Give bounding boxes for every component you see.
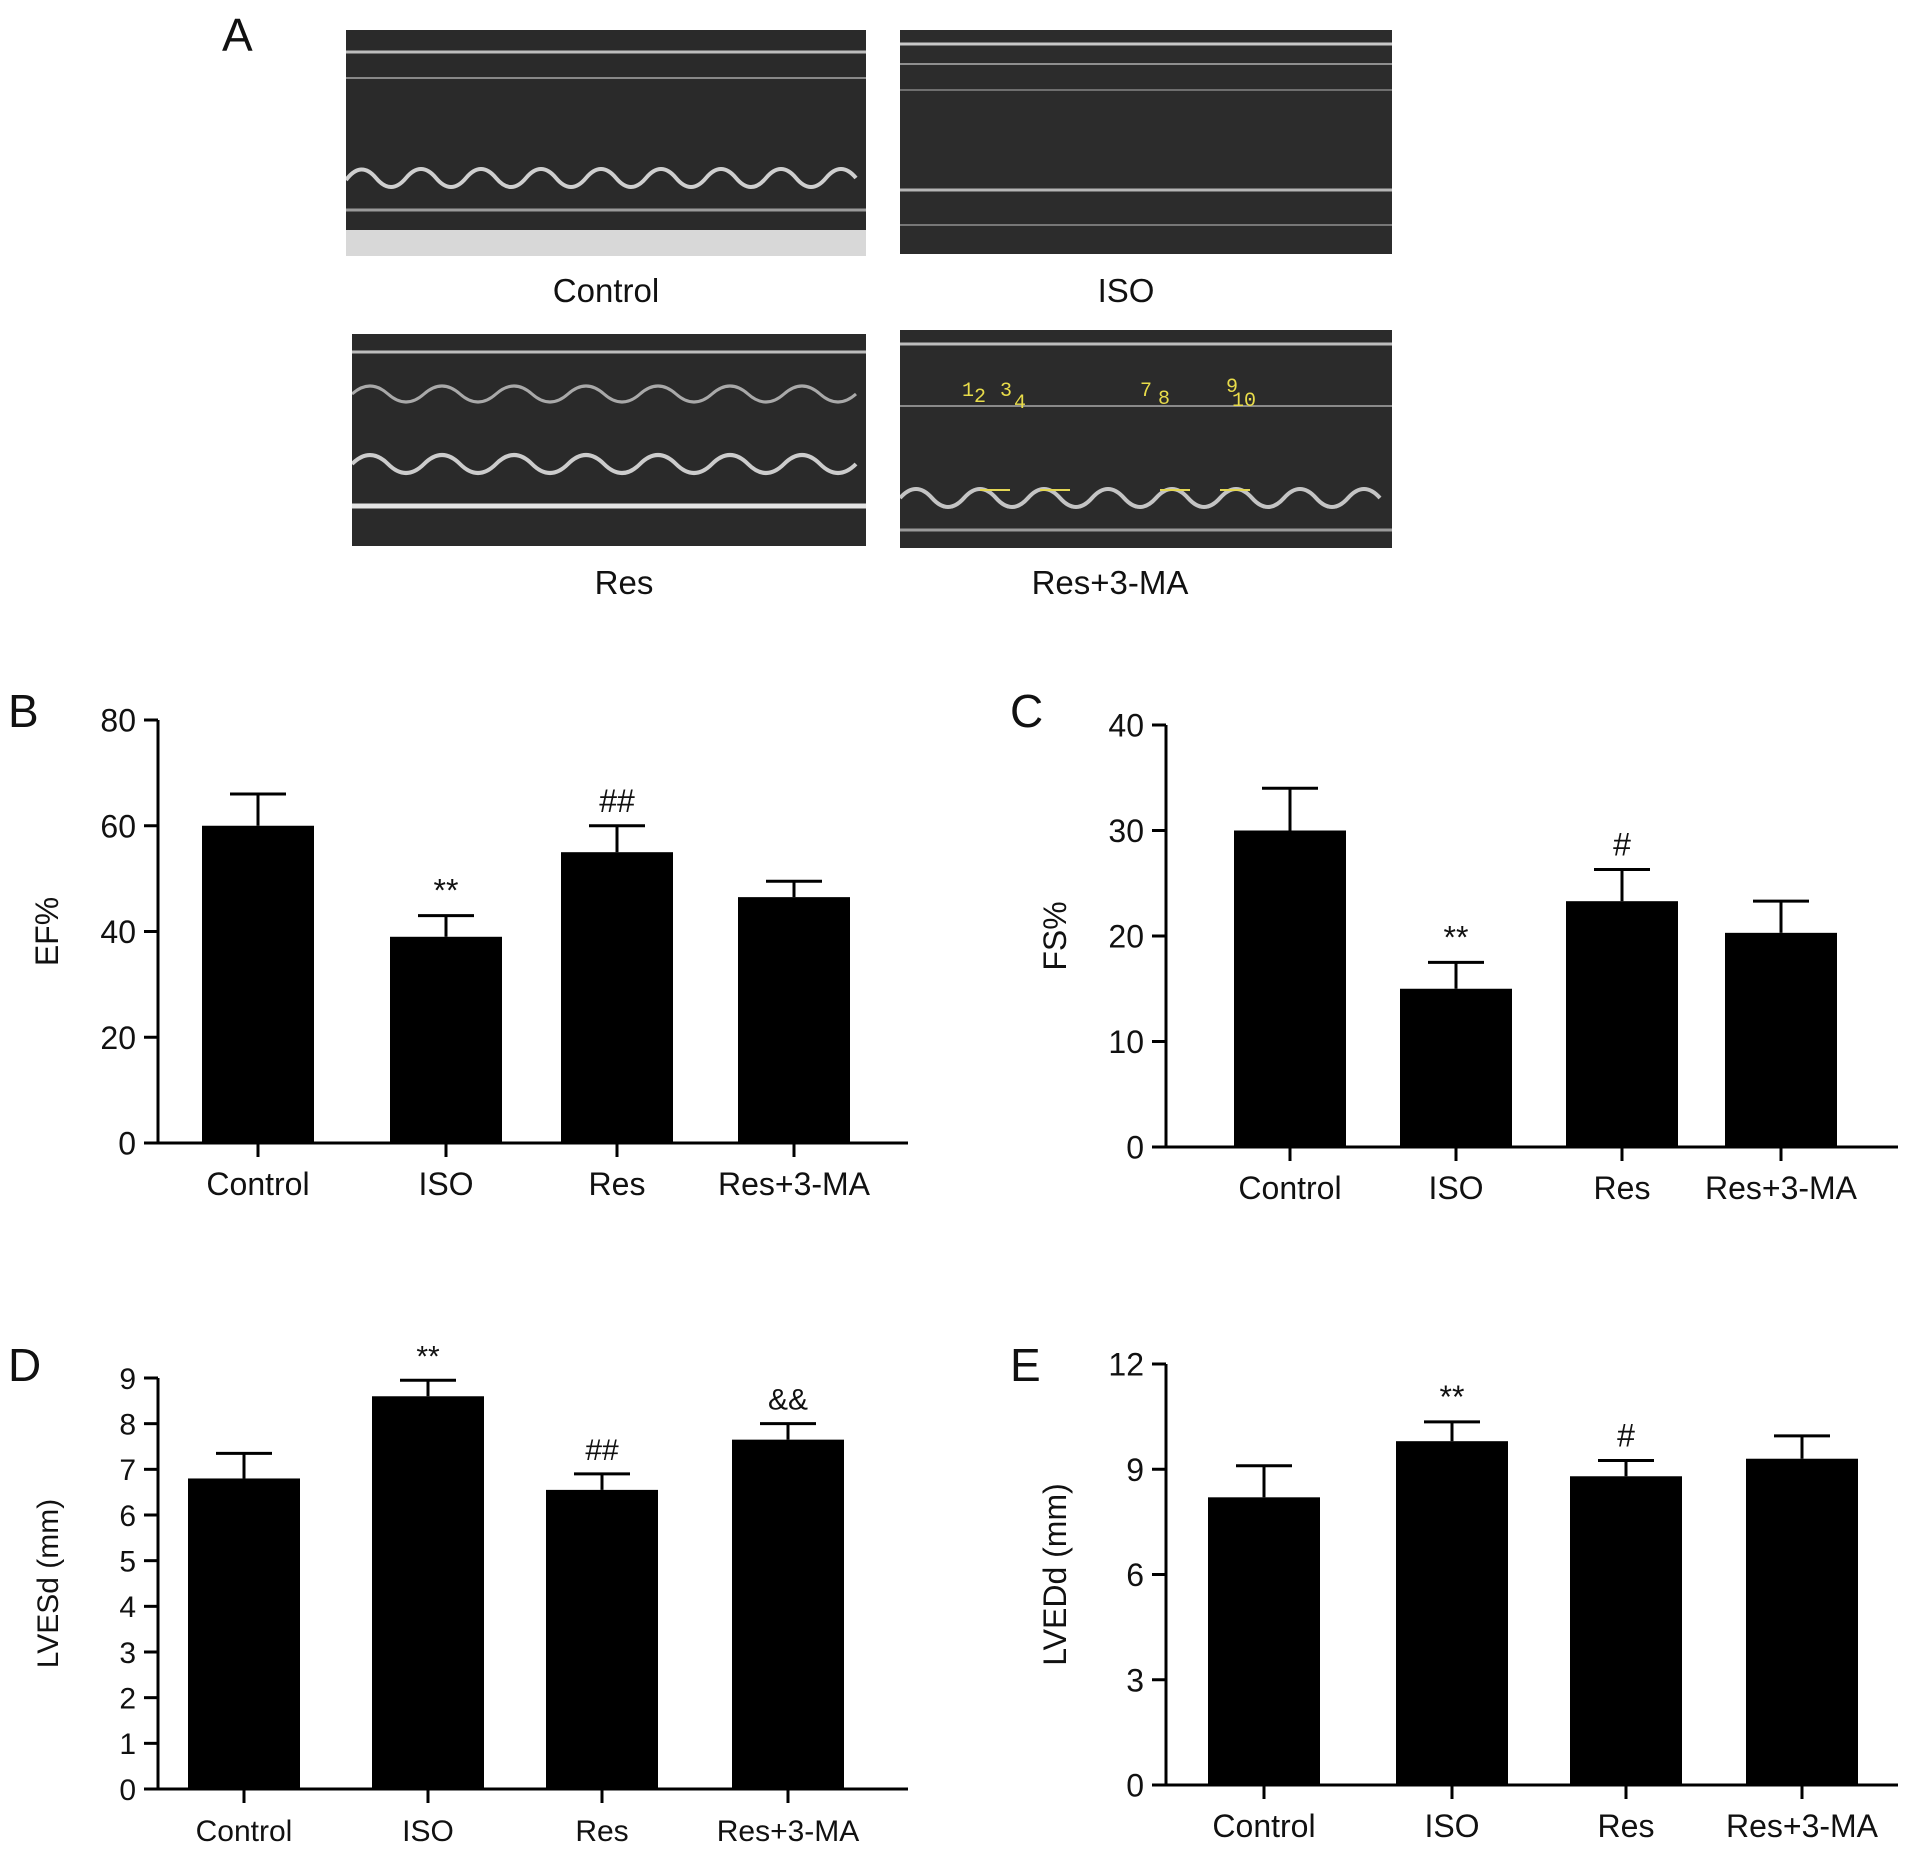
echo-trace-iso: [900, 30, 1392, 254]
fs-y-tick-label: 20: [1108, 919, 1144, 955]
echo-trace-control: [346, 30, 866, 256]
lvesd-y-tick-label: 1: [119, 1728, 136, 1761]
fs-x-tick-label: Control: [1238, 1170, 1341, 1206]
lvedd-y-tick-label: 0: [1126, 1768, 1144, 1804]
fs-y-tick-label: 30: [1108, 813, 1144, 849]
ef-x-tick-label: Res: [589, 1166, 646, 1202]
lvesd-bar: [732, 1439, 844, 1789]
ef-x-tick-label: ISO: [418, 1166, 473, 1202]
ef-y-tick-label: 60: [100, 808, 136, 844]
echo-image-control: [346, 30, 866, 256]
lvedd-bar: [1746, 1458, 1858, 1785]
echo-image-res: [352, 334, 866, 546]
lvesd-y-tick-label: 6: [119, 1500, 136, 1533]
overlay-mark: 1: [962, 380, 974, 403]
lvedd-bar: [1396, 1441, 1508, 1785]
fs-y-tick-label: 10: [1108, 1024, 1144, 1060]
lvedd-significance-label: #: [1617, 1417, 1635, 1453]
lvesd-y-tick-label: 4: [119, 1591, 136, 1624]
fs-x-tick-label: Res: [1594, 1170, 1651, 1206]
lvesd-y-axis-label: LVESd (mm): [32, 1499, 65, 1668]
lvesd-y-tick-label: 9: [119, 1363, 136, 1396]
ef-bar: [390, 936, 502, 1143]
lvedd-y-tick-label: 3: [1126, 1662, 1144, 1698]
lvesd-y-tick-label: 5: [119, 1545, 136, 1578]
panel-letter-a: A: [222, 9, 253, 61]
echo-label-res-3ma: Res+3-MA: [1031, 564, 1189, 601]
ef-y-axis-label: EF%: [29, 897, 65, 966]
panel-letter-b: B: [8, 685, 39, 737]
ef-y-tick-label: 0: [118, 1126, 136, 1162]
lvesd-x-tick-label: Control: [196, 1815, 293, 1848]
ef-y-tick-label: 40: [100, 914, 136, 950]
fs-y-tick-label: 0: [1126, 1130, 1144, 1166]
fs-bar: [1566, 901, 1678, 1147]
fs-bar: [1725, 932, 1837, 1147]
lvedd-x-tick-label: ISO: [1424, 1808, 1479, 1844]
ef-significance-label: **: [434, 873, 459, 909]
lvesd-bar: [188, 1478, 300, 1789]
lvedd-x-tick-label: Res+3-MA: [1726, 1808, 1879, 1844]
lvesd-significance-label: ##: [585, 1434, 619, 1467]
lvedd-bar: [1570, 1476, 1682, 1785]
fs-significance-label: #: [1613, 827, 1631, 863]
overlay-mark: 3: [1000, 380, 1012, 403]
lvesd-significance-label: **: [416, 1340, 440, 1373]
lvesd-significance-label: &&: [768, 1384, 808, 1417]
fs-y-axis-label: FS%: [1037, 901, 1073, 970]
ef-y-tick-label: 80: [100, 703, 136, 739]
fs-bar: [1400, 988, 1512, 1147]
lvedd-x-tick-label: Control: [1212, 1808, 1315, 1844]
echo-label-res: Res: [594, 564, 654, 601]
echo-image-res-3ma: 1 2 3 4 7 8 9 10: [900, 330, 1392, 548]
lvesd-y-tick-label: 7: [119, 1454, 136, 1487]
lvesd-bar: [546, 1489, 658, 1789]
fs-x-tick-label: Res+3-MA: [1705, 1170, 1858, 1206]
overlay-mark: 10: [1232, 390, 1256, 413]
overlay-mark: 7: [1140, 380, 1152, 403]
lvedd-significance-label: **: [1440, 1379, 1465, 1415]
lvedd-y-axis-label: LVEDd (mm): [1037, 1483, 1073, 1666]
echo-trace-res-3ma: 1 2 3 4 7 8 9 10: [900, 330, 1392, 548]
fs-significance-label: **: [1444, 919, 1469, 955]
lvedd-y-tick-label: 12: [1108, 1347, 1144, 1383]
fs-bar: [1234, 830, 1346, 1147]
lvedd-y-tick-label: 6: [1126, 1557, 1144, 1593]
ef-x-tick-label: Control: [206, 1166, 309, 1202]
fs-x-tick-label: ISO: [1428, 1170, 1483, 1206]
panel-letter-d: D: [8, 1339, 42, 1391]
lvesd-x-tick-label: ISO: [402, 1815, 454, 1848]
overlay-mark: 2: [974, 386, 986, 409]
lvesd-y-tick-label: 8: [119, 1408, 136, 1441]
lvedd-x-tick-label: Res: [1598, 1808, 1655, 1844]
echo-trace-res: [352, 334, 866, 546]
overlay-mark: 4: [1014, 392, 1026, 415]
lvesd-x-tick-label: Res+3-MA: [717, 1815, 860, 1848]
echo-label-control: Control: [552, 272, 660, 309]
ef-significance-label: ##: [599, 783, 635, 819]
lvesd-y-tick-label: 3: [119, 1637, 136, 1670]
echo-image-iso: [900, 30, 1392, 254]
panel-letter-e: E: [1010, 1339, 1041, 1391]
ef-y-tick-label: 20: [100, 1020, 136, 1056]
echo-overlay-marks: 1 2 3 4 7 8 9 10: [962, 376, 1256, 415]
panel-letter-c: C: [1010, 685, 1044, 737]
echo-label-iso: ISO: [1097, 272, 1155, 309]
lvesd-y-tick-label: 0: [119, 1774, 136, 1807]
overlay-mark: 9: [1226, 376, 1238, 399]
lvedd-bar: [1208, 1497, 1320, 1785]
ef-bar: [738, 897, 850, 1143]
lvesd-bar: [372, 1396, 484, 1789]
lvedd-y-tick-label: 9: [1126, 1452, 1144, 1488]
ef-bar: [561, 852, 673, 1143]
ef-bar: [202, 825, 314, 1143]
ef-x-tick-label: Res+3-MA: [718, 1166, 871, 1202]
fs-y-tick-label: 40: [1108, 708, 1144, 744]
lvesd-x-tick-label: Res: [575, 1815, 628, 1848]
lvesd-y-tick-label: 2: [119, 1682, 136, 1715]
overlay-mark: 8: [1158, 388, 1170, 411]
